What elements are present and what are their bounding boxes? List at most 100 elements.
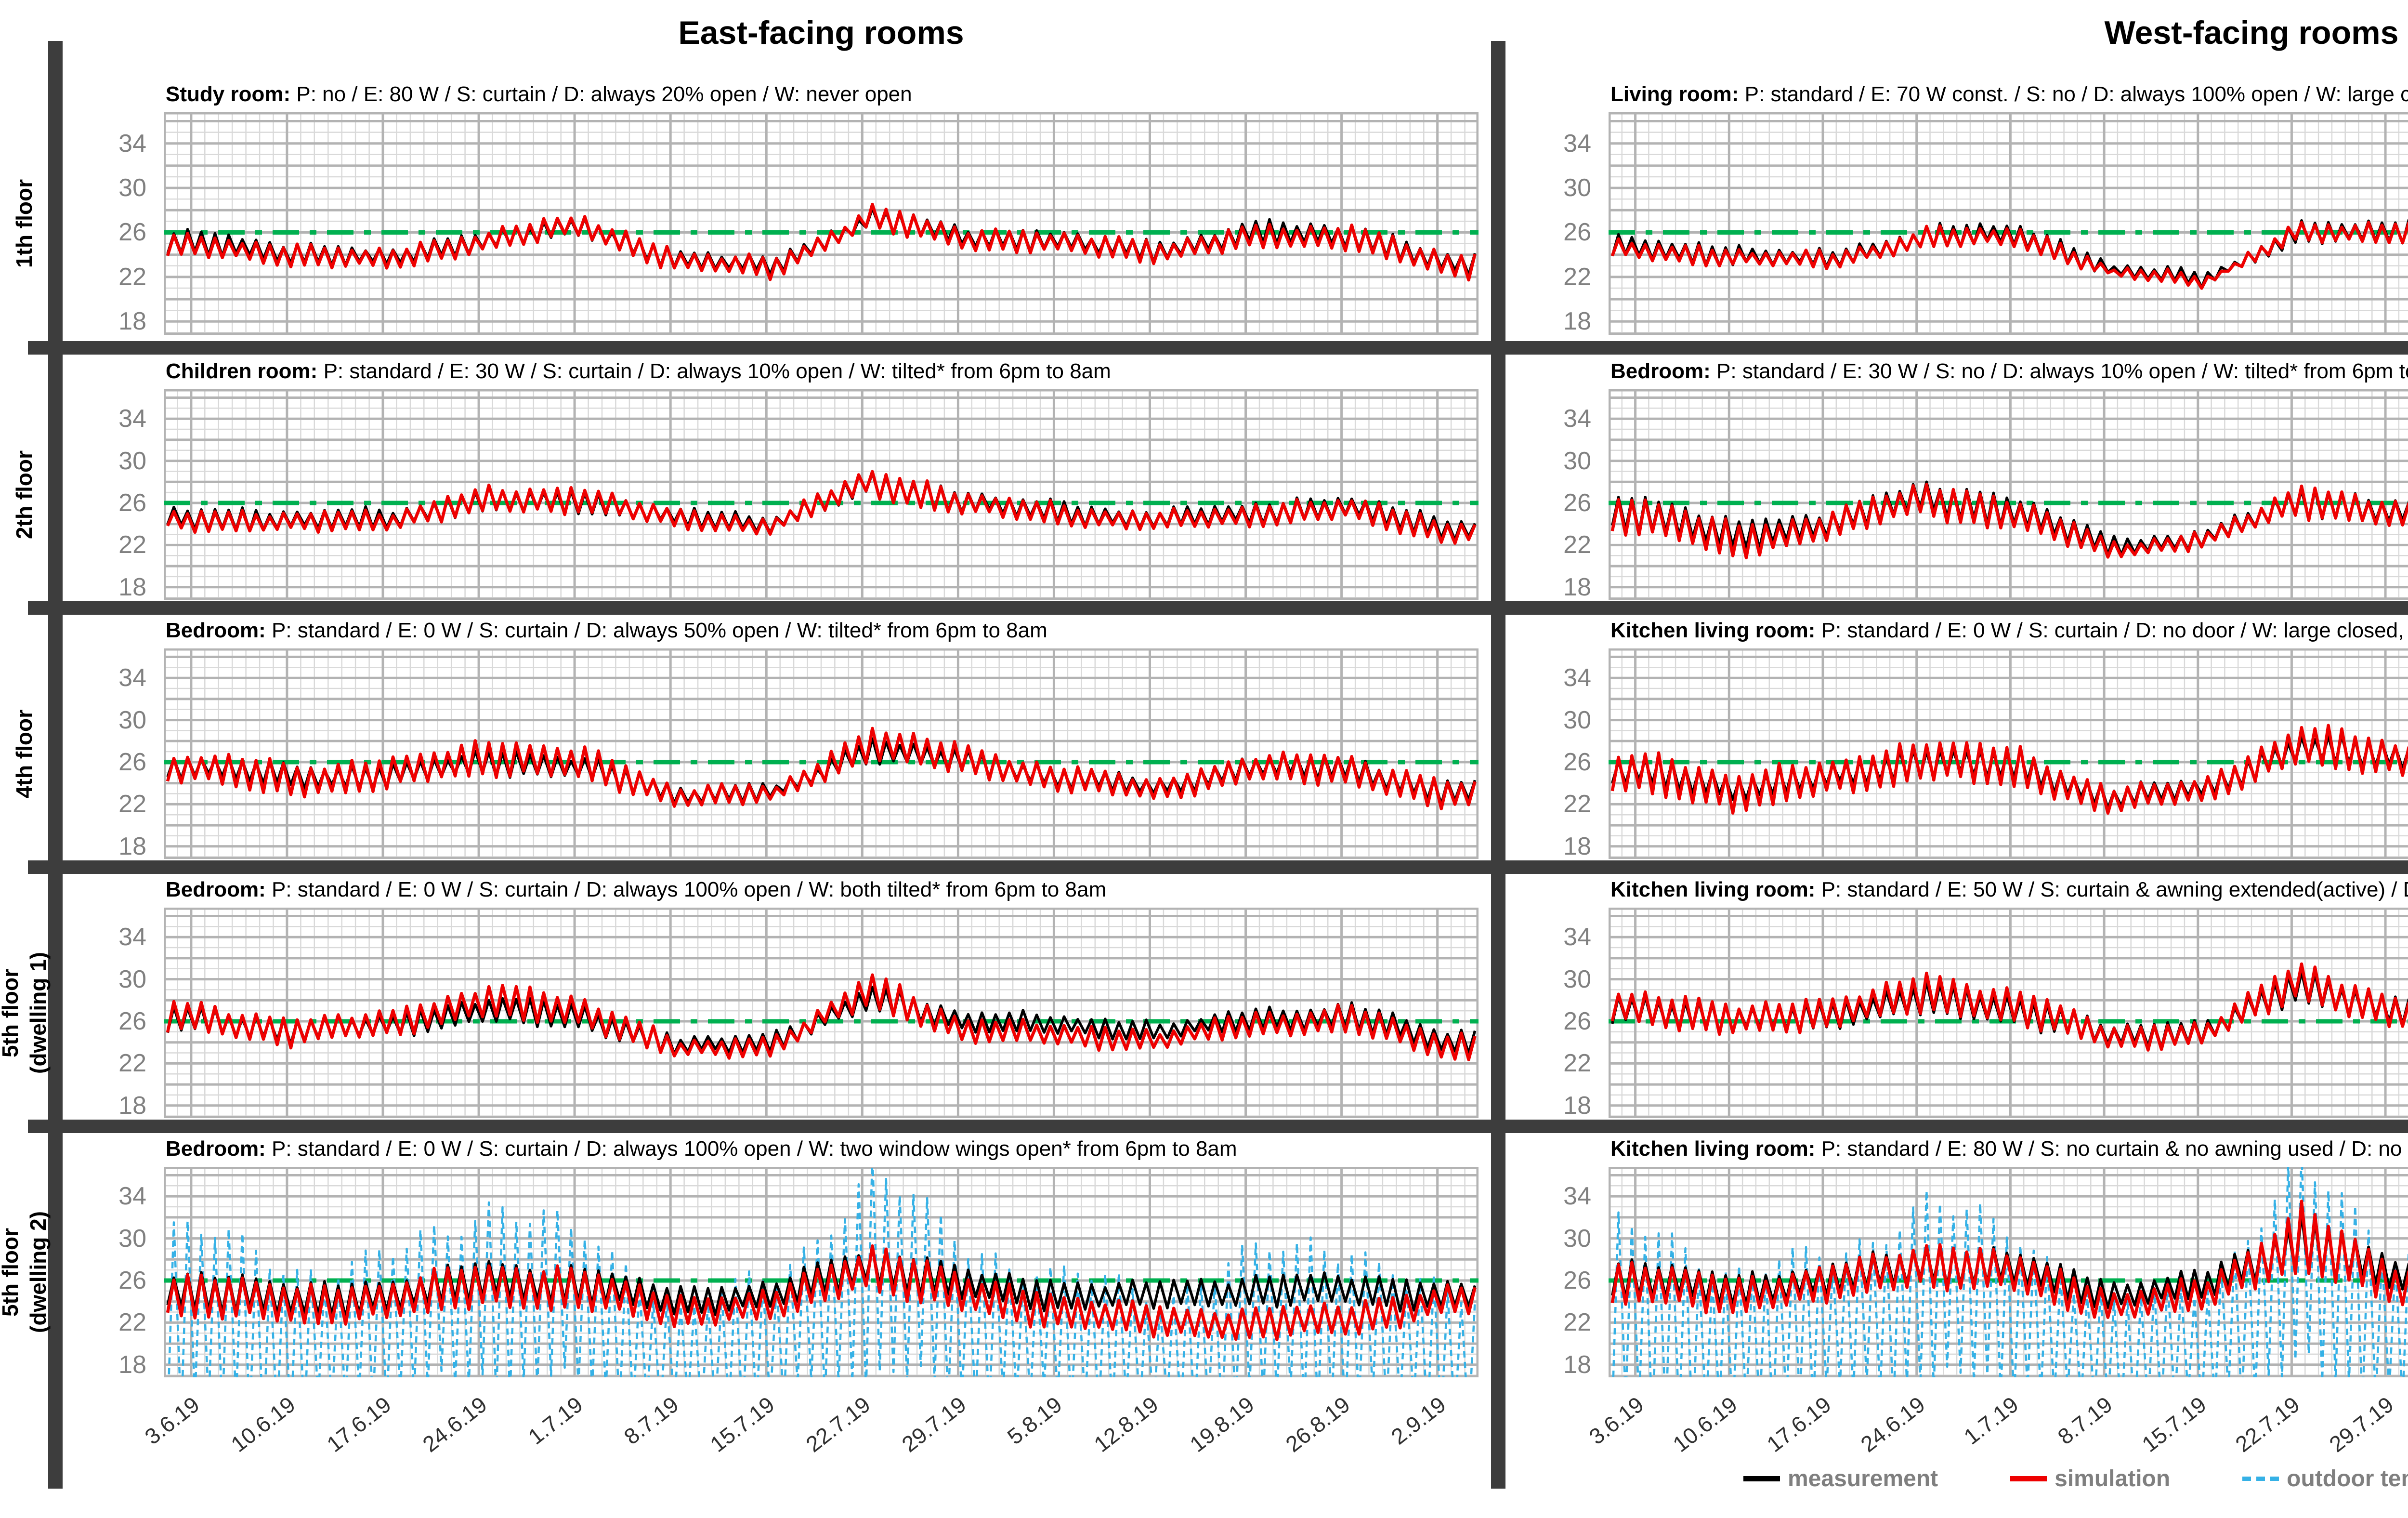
x-tick-label: 12.8.19 xyxy=(1089,1391,1163,1457)
y-tick-label: 34 xyxy=(118,1182,146,1211)
row-divider xyxy=(28,341,2408,355)
x-tick-label: 22.7.19 xyxy=(801,1391,875,1457)
temperature-chart xyxy=(164,389,1479,600)
panel-title: Bedroom: P: standard / E: 0 W / S: curta… xyxy=(166,619,1047,643)
y-tick-label: 34 xyxy=(1563,1182,1591,1211)
temperature-chart xyxy=(164,1167,1479,1377)
simulation-line xyxy=(166,726,1477,811)
panel-settings-text: P: standard / E: 50 W / S: curtain & awn… xyxy=(1821,878,2408,901)
y-tick-label: 26 xyxy=(1563,748,1591,776)
row-label-divider-bar xyxy=(48,41,63,1489)
x-axis-east: 3.6.19 10.6.19 17.6.19 24.6.19 1.7.19 8.7.19 1… xyxy=(140,1384,1479,1509)
column-divider-bar xyxy=(1491,41,1505,1489)
y-tick-label: 26 xyxy=(118,488,146,517)
y-tick-label: 30 xyxy=(118,174,146,202)
panel-settings-text: P: standard / E: 0 W / S: curtain / D: n… xyxy=(1821,619,2408,642)
panel-bedroom-2th-west: Bedroom: P: standard / E: 30 W / S: no /… xyxy=(1563,359,2408,600)
y-tick-label: 34 xyxy=(1563,664,1591,692)
row-label-5th-floor-dwelling-1: 5th floor (dwelling 1) xyxy=(0,908,52,1118)
y-tick-label: 30 xyxy=(118,965,146,993)
legend-label: simulation xyxy=(2055,1465,2171,1492)
column-header-east: East-facing rooms xyxy=(678,14,964,51)
simulation-line xyxy=(1610,962,2408,1052)
y-tick-label: 34 xyxy=(1563,129,1591,158)
y-tick-label: 30 xyxy=(1563,965,1591,993)
row-divider xyxy=(28,601,2408,615)
y-tick-label: 18 xyxy=(1563,573,1591,601)
row-label-text: 5th floor xyxy=(0,968,23,1057)
x-tick-label: 2.9.19 xyxy=(1386,1391,1451,1450)
column-header-west: West-facing rooms xyxy=(2104,14,2399,51)
y-tick-label: 26 xyxy=(118,218,146,247)
panel-title: Bedroom: P: standard / E: 0 W / S: curta… xyxy=(166,1137,1237,1161)
simulation-line-swatch-icon xyxy=(2010,1476,2047,1481)
measurement-line xyxy=(166,1247,1477,1319)
panel-children-room-2th-east: Children room: P: standard / E: 30 W / S… xyxy=(118,359,1479,600)
y-tick-label: 22 xyxy=(1563,790,1591,818)
row-label-text: 4th floor xyxy=(12,709,37,798)
panel-settings-text: P: standard / E: 0 W / S: curtain / D: a… xyxy=(272,619,1047,642)
simulation-line xyxy=(1610,221,2408,290)
panel-title: Living room: P: standard / E: 70 W const… xyxy=(1610,82,2408,106)
panel-room-name: Kitchen living room: xyxy=(1610,878,1816,901)
row-label-5th-floor-dwelling-2: 5th floor (dwelling 2) xyxy=(0,1167,52,1377)
y-tick-label: 34 xyxy=(1563,923,1591,951)
y-tick-label: 18 xyxy=(118,1350,146,1379)
temperature-chart xyxy=(1609,1167,2408,1377)
y-tick-label: 34 xyxy=(118,129,146,158)
y-tick-label: 34 xyxy=(118,923,146,951)
simulation-line xyxy=(1610,1200,2408,1319)
y-tick-label: 30 xyxy=(118,706,146,734)
panel-room-name: Children room: xyxy=(166,359,318,383)
row-divider xyxy=(28,860,2408,874)
panel-bedroom-5th-dw1-east: Bedroom: P: standard / E: 0 W / S: curta… xyxy=(118,878,1479,1118)
y-tick-label: 26 xyxy=(1563,1266,1591,1294)
y-tick-label: 18 xyxy=(1563,307,1591,336)
row-label-text: (dwelling 1) xyxy=(26,952,51,1074)
legend-item-simulation: simulation xyxy=(2010,1465,2170,1492)
x-tick-label: 3.6.19 xyxy=(1584,1391,1649,1450)
row-label-text: 1th floor xyxy=(12,179,37,268)
x-tick-label: 10.6.19 xyxy=(226,1391,300,1457)
panel-kitchen-living-room-5th-dw2-west: Kitchen living room: P: standard / E: 80… xyxy=(1563,1137,2408,1377)
panel-room-name: Kitchen living room: xyxy=(1610,619,1816,642)
panel-study-room-1th-east: Study room: P: no / E: 80 W / S: curtain… xyxy=(118,82,1479,335)
panel-title: Study room: P: no / E: 80 W / S: curtain… xyxy=(166,82,912,106)
panel-room-name: Bedroom: xyxy=(166,1137,266,1161)
y-tick-label: 22 xyxy=(1563,1049,1591,1078)
panel-settings-text: P: standard / E: 30 W / S: curtain / D: … xyxy=(323,359,1111,383)
simulation-line xyxy=(166,470,1477,545)
panel-settings-text: P: standard / E: 0 W / S: curtain / D: a… xyxy=(272,1137,1237,1161)
outdoor-temperature-line-swatch-icon xyxy=(2242,1476,2279,1481)
panel-title: Kitchen living room: P: standard / E: 80… xyxy=(1610,1137,2408,1161)
y-tick-label: 26 xyxy=(1563,488,1591,517)
panel-title: Kitchen living room: P: standard / E: 50… xyxy=(1610,878,2408,902)
panel-title: Bedroom: P: standard / E: 30 W / S: no /… xyxy=(1610,359,2408,383)
y-tick-label: 18 xyxy=(118,573,146,601)
row-divider xyxy=(28,1120,2408,1133)
temperature-chart xyxy=(1609,112,2408,335)
y-tick-label: 26 xyxy=(118,1007,146,1035)
x-tick-label: 26.8.19 xyxy=(1281,1391,1355,1457)
panel-living-room-1th-west: Living room: P: standard / E: 70 W const… xyxy=(1563,82,2408,335)
temperature-chart xyxy=(1609,908,2408,1118)
x-tick-label: 24.6.19 xyxy=(418,1391,492,1457)
simulation-line xyxy=(1610,483,2408,559)
y-tick-label: 26 xyxy=(1563,1007,1591,1035)
legend-item-measurement: measurement xyxy=(1743,1465,1938,1492)
panel-room-name: Kitchen living room: xyxy=(1610,1137,1816,1161)
x-tick-label: 10.6.19 xyxy=(1668,1391,1742,1457)
legend-label: outdoor temperature xyxy=(2287,1465,2408,1492)
measurement-line-swatch-icon xyxy=(1743,1476,1780,1481)
y-tick-label: 22 xyxy=(118,1049,146,1078)
simulation-line xyxy=(166,202,1477,282)
panel-room-name: Bedroom: xyxy=(1610,359,1711,383)
legend: measurement simulation outdoor temperatu… xyxy=(1743,1462,2408,1495)
x-tick-label: 3.6.19 xyxy=(140,1391,204,1450)
y-tick-label: 22 xyxy=(118,1308,146,1337)
panel-room-name: Bedroom: xyxy=(166,878,266,901)
y-tick-label: 18 xyxy=(1563,1091,1591,1120)
panel-kitchen-living-room-4th-west: Kitchen living room: P: standard / E: 0 … xyxy=(1563,619,2408,859)
x-tick-label: 15.7.19 xyxy=(705,1391,779,1457)
